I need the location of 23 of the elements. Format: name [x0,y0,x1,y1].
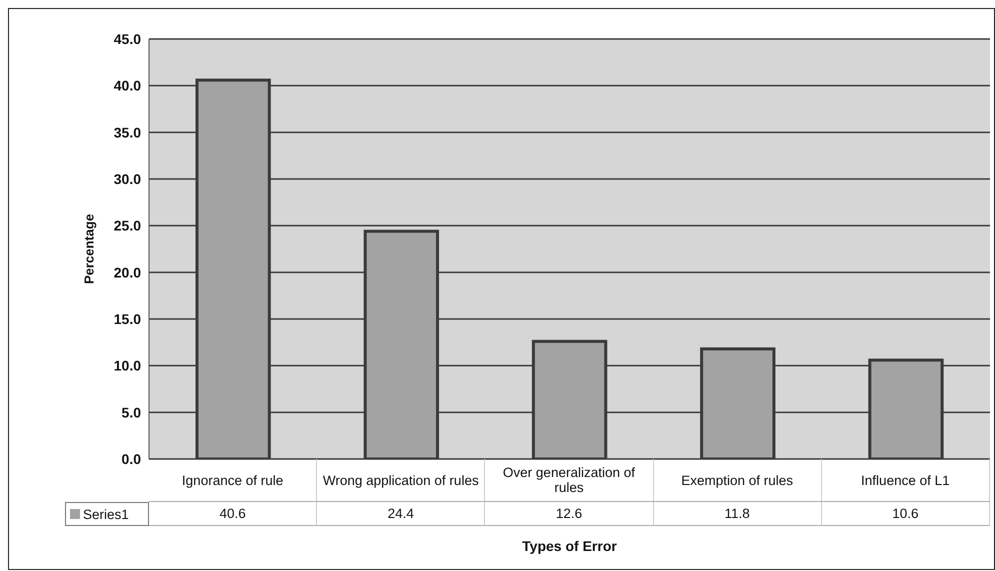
data-label: 10.6 [822,502,990,526]
legend-label: Series1 [83,506,129,522]
x-tick-label: Influence of L1 [822,459,990,501]
x-axis-title: Types of Error [521,538,618,554]
y-axis-title: Percentage [82,214,97,284]
y-tick-label: 10.0 [114,358,142,374]
y-tick-label: 0.0 [122,450,142,467]
x-tick-label: Exemption of rules [654,459,822,501]
y-tick-label: 25.0 [114,218,142,234]
x-tick-label: Ignorance of rule [149,459,318,501]
y-tick-label: 35.0 [114,124,142,140]
y-tick-label: 15.0 [114,310,142,327]
y-tick-label: 5.0 [122,404,142,420]
y-tick-label: 20.0 [114,264,142,280]
data-label: 11.8 [654,502,822,526]
y-tick-label: 40.0 [114,78,142,94]
data-label: 12.6 [485,502,654,526]
x-tick-label: Wrong application of rules [317,459,486,501]
data-label: 40.6 [149,502,318,526]
data-label: 24.4 [317,502,486,526]
y-tick-label: 30.0 [114,170,142,187]
y-tick-label: 45.0 [114,30,142,47]
x-tick-label: Over generalization of rules [485,459,654,501]
